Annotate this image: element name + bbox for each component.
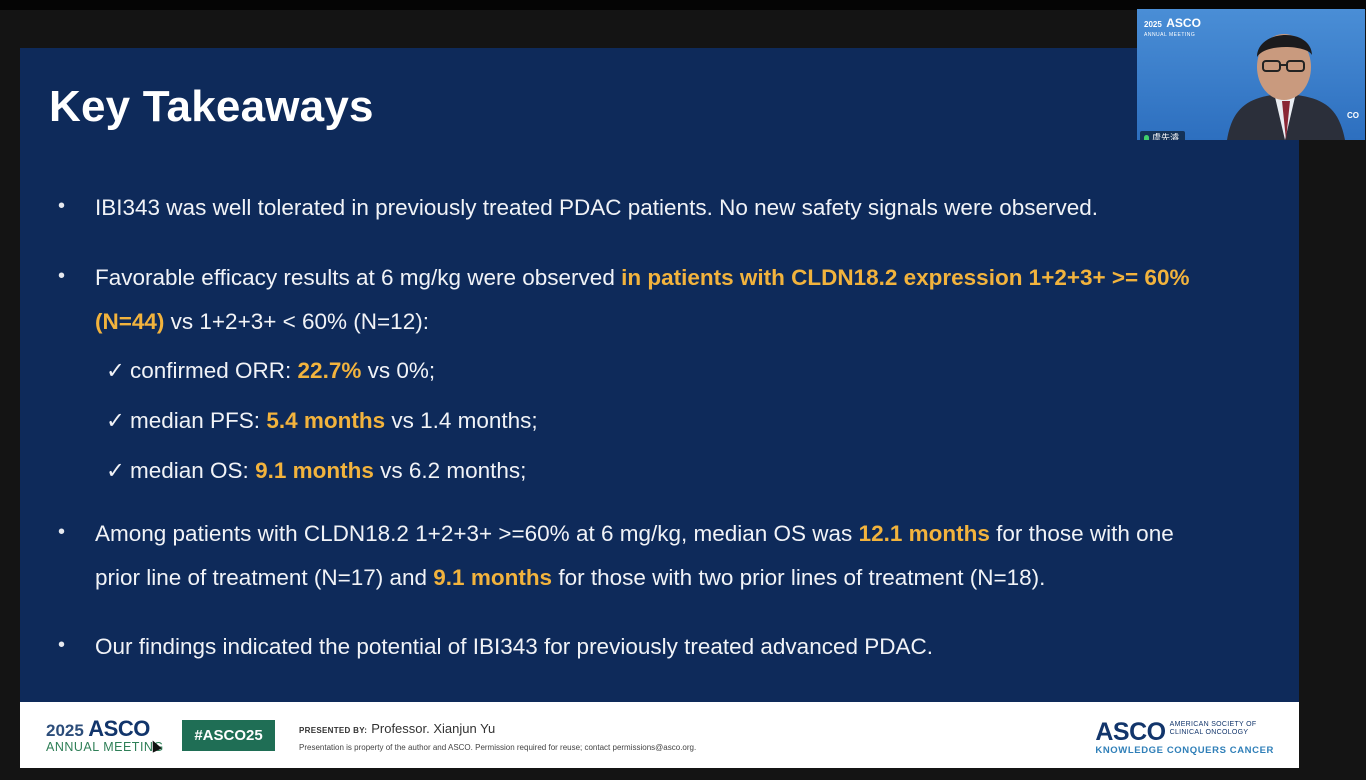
org-full-name-line-2: CLINICAL ONCOLOGY bbox=[1169, 729, 1249, 736]
presenter-name: Professor. Xianjun Yu bbox=[371, 721, 496, 736]
bullet-2-highlight: in patients with CLDN18.2 expression 1+2… bbox=[621, 265, 1190, 290]
bullet-marker: • bbox=[58, 265, 66, 287]
check-label: median OS: bbox=[130, 458, 256, 483]
bullet-3-text: Among patients with CLDN18.2 1+2+3+ >=60… bbox=[95, 521, 859, 546]
meeting-org: ASCO bbox=[88, 716, 150, 741]
participant-name: 虞先濬 bbox=[1152, 133, 1180, 140]
bullet-3-highlight: 12.1 months bbox=[858, 521, 990, 546]
check-label: confirmed ORR: bbox=[130, 358, 298, 383]
speaker-video-tile[interactable]: 2025 ASCO ANNUAL MEETING CO 虞先濬 bbox=[1137, 9, 1365, 140]
check-item-orr: ✓ confirmed ORR: 22.7% vs 0%; bbox=[106, 358, 435, 384]
microphone-icon bbox=[1144, 134, 1149, 140]
top-bar bbox=[0, 0, 1366, 10]
checkmark-icon: ✓ bbox=[106, 358, 125, 383]
hashtag-badge: #ASCO25 bbox=[182, 720, 275, 751]
bullet-2-line-2: (N=44) vs 1+2+3+ < 60% (N=12): bbox=[95, 309, 429, 335]
meeting-label: ANNUAL MEETING bbox=[46, 740, 164, 754]
video-corner-text: CO bbox=[1347, 111, 1359, 120]
bullet-3-line-1: Among patients with CLDN18.2 1+2+3+ >=60… bbox=[95, 521, 1174, 547]
check-comparison: vs 6.2 months; bbox=[373, 458, 527, 483]
bullet-marker: • bbox=[58, 195, 66, 217]
presenter-line: PRESENTED BY: Professor. Xianjun Yu bbox=[299, 721, 495, 736]
presented-by-label: PRESENTED BY: bbox=[299, 726, 368, 735]
check-comparison: vs 1.4 months; bbox=[385, 408, 538, 433]
org-full-name: AMERICAN SOCIETY OF CLINICAL ONCOLOGY bbox=[1170, 721, 1257, 737]
presentation-slide: Key Takeaways • IBI343 was well tolerate… bbox=[20, 48, 1299, 702]
bullet-2-highlight-n: (N=44) bbox=[95, 309, 165, 334]
check-label: median PFS: bbox=[130, 408, 267, 433]
asco-society-logo: ASCO AMERICAN SOCIETY OF CLINICAL ONCOLOGY… bbox=[1095, 718, 1274, 756]
bullet-2-comparison: vs 1+2+3+ < 60% (N=12): bbox=[164, 309, 429, 334]
bullet-3-text-2: prior line of treatment (N=17) and bbox=[95, 565, 434, 590]
participant-name-tag: 虞先濬 bbox=[1140, 131, 1186, 140]
asco-annual-meeting-logo: 2025 ASCO ANNUAL MEETING bbox=[46, 716, 164, 754]
video-logo-label: ANNUAL MEETING bbox=[1144, 32, 1196, 38]
bullet-1-text: IBI343 was well tolerated in previously … bbox=[95, 195, 1099, 220]
checkmark-icon: ✓ bbox=[106, 458, 125, 483]
bullet-4-text: Our findings indicated the potential of … bbox=[95, 634, 933, 659]
video-asco-logo: 2025 ASCO ANNUAL MEETING bbox=[1144, 14, 1201, 38]
check-comparison: vs 0%; bbox=[361, 358, 436, 383]
org-tagline: KNOWLEDGE CONQUERS CANCER bbox=[1095, 745, 1274, 756]
bullet-3-text-2-end: for those with two prior lines of treatm… bbox=[552, 565, 1046, 590]
check-highlight: 22.7% bbox=[297, 358, 362, 383]
meeting-year: 2025 bbox=[46, 721, 84, 740]
bullet-3-text-end: for those with one bbox=[989, 521, 1174, 546]
org-logo-text: ASCO bbox=[1095, 718, 1166, 746]
checkmark-icon: ✓ bbox=[106, 408, 125, 433]
bullet-3-line-2: prior line of treatment (N=17) and 9.1 m… bbox=[95, 565, 1045, 591]
video-logo-year: 2025 bbox=[1144, 20, 1162, 29]
check-highlight: 9.1 months bbox=[255, 458, 374, 483]
bullet-2-text: Favorable efficacy results at 6 mg/kg we… bbox=[95, 265, 622, 290]
slide-title: Key Takeaways bbox=[49, 82, 374, 131]
bullet-3-highlight-2: 9.1 months bbox=[433, 565, 553, 590]
check-highlight: 5.4 months bbox=[266, 408, 386, 433]
property-notice: Presentation is property of the author a… bbox=[299, 743, 697, 752]
check-item-pfs: ✓ median PFS: 5.4 months vs 1.4 months; bbox=[106, 408, 538, 434]
check-item-os: ✓ median OS: 9.1 months vs 6.2 months; bbox=[106, 458, 526, 484]
org-full-name-line-1: AMERICAN SOCIETY OF bbox=[1169, 721, 1257, 728]
bullet-marker: • bbox=[58, 634, 66, 656]
bullet-2-line-1: Favorable efficacy results at 6 mg/kg we… bbox=[95, 265, 1189, 291]
video-logo-org: ASCO bbox=[1166, 16, 1201, 30]
bullet-marker: • bbox=[58, 521, 66, 543]
slide-footer: 2025 ASCO ANNUAL MEETING #ASCO25 PRESENT… bbox=[20, 702, 1299, 768]
speaker-avatar bbox=[1227, 34, 1345, 140]
